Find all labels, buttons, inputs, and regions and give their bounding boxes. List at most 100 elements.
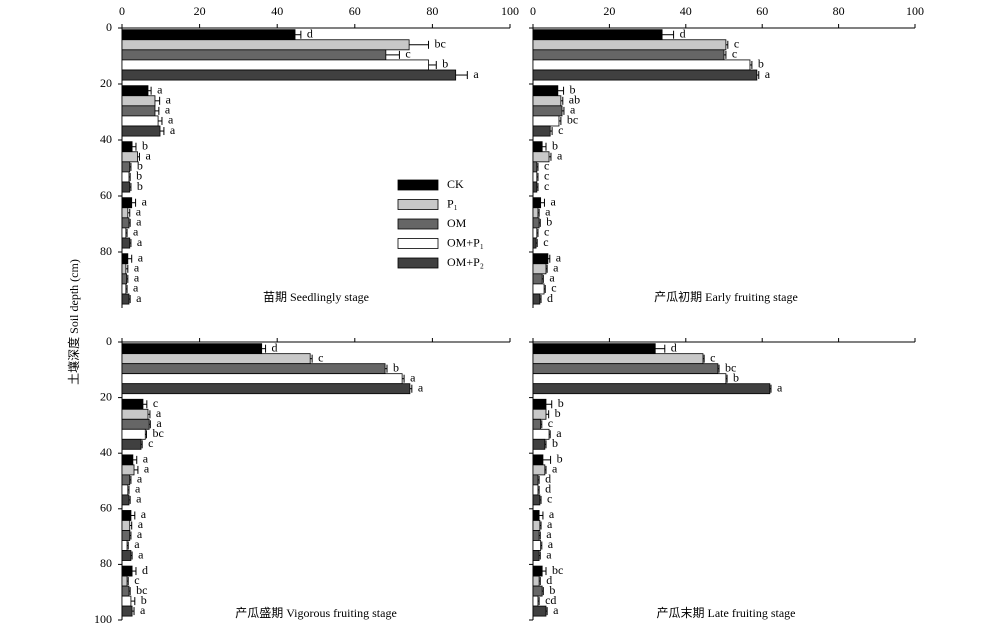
bar [121, 181, 131, 193]
bar [121, 253, 129, 265]
bar [121, 49, 387, 61]
bar [532, 530, 540, 541]
significance-letter: bc [136, 583, 147, 597]
bar [121, 59, 429, 71]
panel-title: 苗期 Seedlingly stage [263, 290, 369, 304]
significance-letter: bc [552, 563, 563, 577]
bar [532, 363, 719, 375]
x-tick-label: 80 [426, 4, 438, 18]
bar [532, 161, 538, 173]
significance-letter: a [136, 215, 142, 229]
bar [121, 438, 142, 450]
bar [121, 520, 131, 531]
bar [121, 105, 156, 117]
x-tick-label: 60 [349, 4, 361, 18]
significance-letter: d [546, 573, 552, 587]
significance-letter: a [138, 517, 144, 531]
bar [532, 217, 540, 229]
bar [121, 69, 457, 81]
panel-title: 产瓜盛期 Vigorous fruiting stage [235, 605, 397, 620]
significance-letter: b [733, 370, 739, 384]
bar [121, 217, 130, 229]
bar [532, 293, 541, 305]
bar [532, 585, 543, 597]
bar [532, 438, 546, 450]
x-tick-label: 20 [194, 4, 206, 18]
significance-letter: b [549, 583, 555, 597]
bar [121, 398, 144, 410]
bar [121, 343, 263, 355]
bar [532, 85, 559, 97]
legend-label: OM [447, 216, 467, 230]
bar [121, 464, 135, 476]
bar [532, 474, 539, 486]
bar [532, 95, 562, 107]
significance-letter: a [547, 517, 553, 531]
legend-swatch [397, 257, 439, 269]
significance-letter: c [544, 179, 549, 193]
bar [121, 85, 149, 97]
significance-letter: c [547, 492, 552, 506]
significance-letter: ab [569, 93, 580, 107]
significance-letter: cd [545, 593, 556, 607]
significance-letter: c [710, 350, 715, 364]
bar [121, 408, 149, 420]
bar [532, 353, 704, 365]
panel-title: 产瓜初期 Early fruiting stage [654, 290, 798, 304]
significance-letter: c [405, 47, 410, 61]
bar [121, 383, 411, 395]
significance-letter: a [570, 103, 576, 117]
y-axis-label: 土壤深度 Soil depth (cm) [66, 259, 81, 385]
bar [121, 197, 133, 209]
significance-letter: a [142, 194, 148, 208]
bar [532, 575, 540, 587]
significance-letter: a [133, 225, 139, 239]
bar [532, 181, 538, 193]
significance-letter: c [153, 396, 158, 410]
legend-label: CK [447, 177, 464, 191]
bar [532, 253, 549, 265]
bar [532, 49, 725, 61]
bar [532, 550, 540, 561]
significance-letter: a [140, 603, 146, 617]
y-tick-label: 0 [106, 20, 112, 34]
significance-letter: d [545, 482, 551, 496]
bar [121, 510, 132, 521]
significance-letter: a [143, 452, 149, 466]
significance-letter: b [552, 138, 558, 152]
significance-letter: b [137, 179, 143, 193]
bar [532, 227, 538, 239]
bar [121, 29, 296, 41]
bar [532, 237, 537, 249]
significance-letter: d [272, 340, 278, 354]
bar [532, 373, 727, 385]
significance-letter: a [546, 547, 552, 561]
bar [532, 141, 543, 153]
significance-letter: d [671, 340, 677, 354]
significance-letter: d [545, 472, 551, 486]
bar [532, 464, 546, 476]
significance-letter: a [552, 462, 558, 476]
significance-letter: a [548, 537, 554, 551]
significance-letter: a [138, 547, 144, 561]
bar [532, 484, 539, 496]
significance-letter: a [165, 103, 171, 117]
bar [532, 408, 547, 420]
significance-letter: a [137, 472, 143, 486]
x-tick-label: 40 [271, 4, 283, 18]
significance-letter: c [148, 436, 153, 450]
bar [532, 494, 541, 506]
bar [121, 418, 150, 430]
bar [121, 161, 131, 173]
significance-letter: a [765, 67, 771, 81]
x-tick-label: 40 [680, 4, 692, 18]
legend-swatch [397, 238, 439, 249]
significance-letter: a [157, 82, 163, 96]
bar [121, 151, 138, 163]
legend-label: OM+P₂ [447, 255, 484, 269]
bar [532, 283, 545, 295]
significance-letter: c [548, 416, 553, 430]
bar [121, 273, 128, 285]
